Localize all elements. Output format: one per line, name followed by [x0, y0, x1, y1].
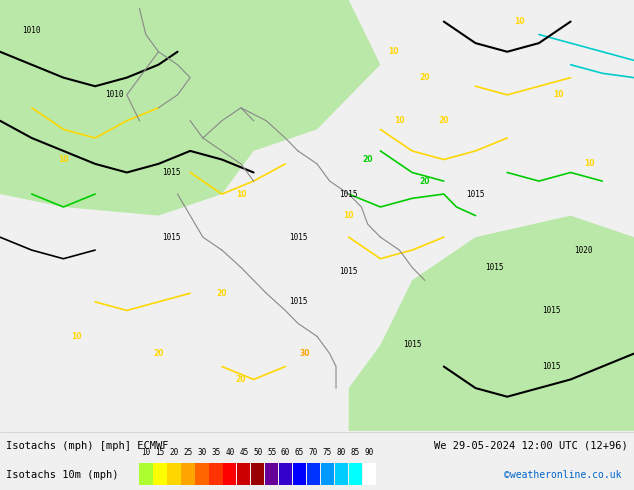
FancyBboxPatch shape	[251, 463, 264, 485]
Text: 40: 40	[225, 448, 235, 457]
FancyBboxPatch shape	[307, 463, 320, 485]
Text: 90: 90	[365, 448, 374, 457]
Text: 1015: 1015	[288, 297, 307, 306]
Text: 1015: 1015	[542, 362, 561, 371]
Text: 70: 70	[309, 448, 318, 457]
Text: 35: 35	[211, 448, 221, 457]
Text: 25: 25	[183, 448, 193, 457]
Text: 55: 55	[267, 448, 276, 457]
Text: 1010: 1010	[22, 25, 41, 35]
Text: Isotachs 10m (mph): Isotachs 10m (mph)	[6, 470, 119, 480]
Text: 1015: 1015	[162, 233, 181, 242]
Text: 10: 10	[58, 155, 68, 164]
FancyBboxPatch shape	[321, 463, 334, 485]
FancyBboxPatch shape	[223, 463, 236, 485]
FancyBboxPatch shape	[167, 463, 181, 485]
Text: 60: 60	[281, 448, 290, 457]
Text: 1015: 1015	[162, 168, 181, 177]
Text: 45: 45	[239, 448, 249, 457]
Text: 1020: 1020	[574, 245, 593, 255]
FancyBboxPatch shape	[153, 463, 167, 485]
Text: 80: 80	[337, 448, 346, 457]
FancyBboxPatch shape	[181, 463, 195, 485]
Text: 85: 85	[351, 448, 360, 457]
Text: 20: 20	[169, 448, 179, 457]
Text: 10: 10	[388, 47, 398, 56]
Text: 75: 75	[323, 448, 332, 457]
FancyBboxPatch shape	[279, 463, 292, 485]
Text: 1010: 1010	[105, 90, 124, 99]
FancyBboxPatch shape	[293, 463, 306, 485]
Text: 50: 50	[253, 448, 262, 457]
FancyBboxPatch shape	[209, 463, 223, 485]
Text: 10: 10	[71, 332, 81, 341]
Text: 20: 20	[420, 73, 430, 82]
Text: 20: 20	[420, 176, 430, 186]
Polygon shape	[349, 216, 634, 431]
Text: 10: 10	[344, 211, 354, 220]
FancyBboxPatch shape	[139, 463, 153, 485]
Text: 1015: 1015	[485, 263, 504, 272]
Text: 10: 10	[141, 448, 151, 457]
Text: 15: 15	[155, 448, 165, 457]
Text: 30: 30	[299, 349, 309, 358]
Text: 1015: 1015	[339, 190, 358, 198]
Text: 1015: 1015	[339, 267, 358, 276]
Text: 10: 10	[585, 159, 595, 169]
FancyBboxPatch shape	[195, 463, 209, 485]
FancyBboxPatch shape	[335, 463, 348, 485]
Text: 65: 65	[295, 448, 304, 457]
Text: 1015: 1015	[403, 341, 422, 349]
Text: ©weatheronline.co.uk: ©weatheronline.co.uk	[504, 470, 621, 480]
Text: 20: 20	[363, 155, 373, 164]
Text: 10: 10	[515, 17, 525, 26]
Text: 1015: 1015	[466, 190, 485, 198]
Text: 20: 20	[236, 375, 246, 384]
Text: Isotachs (mph) [mph] ECMWF: Isotachs (mph) [mph] ECMWF	[6, 441, 169, 451]
FancyBboxPatch shape	[265, 463, 278, 485]
FancyBboxPatch shape	[237, 463, 250, 485]
Text: 10: 10	[394, 116, 404, 125]
Polygon shape	[0, 0, 380, 216]
FancyBboxPatch shape	[349, 463, 362, 485]
Text: 20: 20	[217, 289, 227, 298]
Text: 30: 30	[197, 448, 207, 457]
Text: 1015: 1015	[288, 233, 307, 242]
Text: We 29-05-2024 12:00 UTC (12+96): We 29-05-2024 12:00 UTC (12+96)	[434, 441, 628, 451]
Text: 1015: 1015	[542, 306, 561, 315]
Text: 10: 10	[236, 190, 246, 198]
Text: 10: 10	[553, 90, 563, 99]
Text: 20: 20	[153, 349, 164, 358]
FancyBboxPatch shape	[363, 463, 376, 485]
Text: 20: 20	[439, 116, 449, 125]
